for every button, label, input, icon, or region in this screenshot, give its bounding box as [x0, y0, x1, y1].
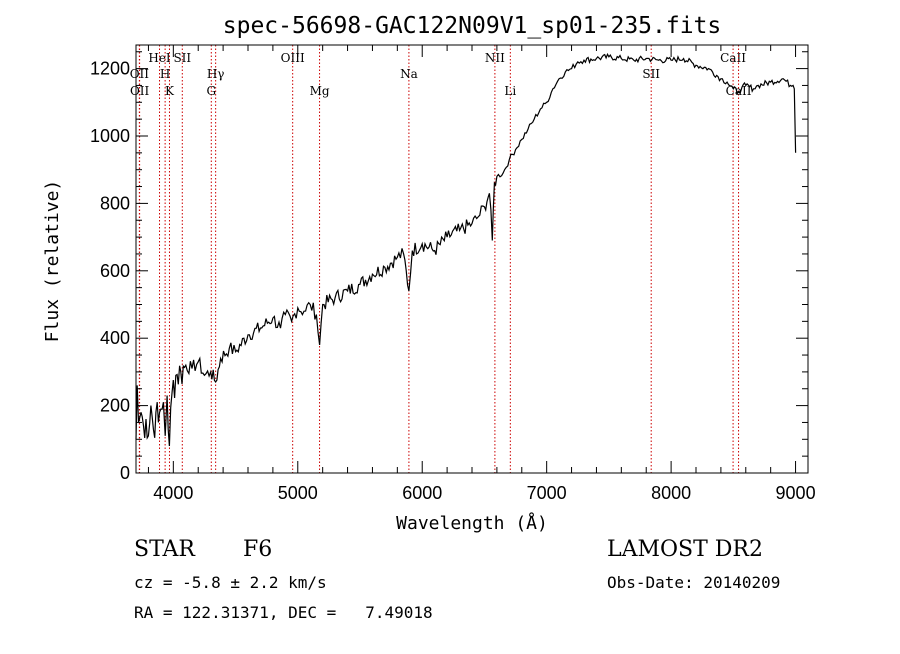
survey-label: LAMOST DR2 [607, 537, 763, 562]
y-axis-label: Flux (relative) [42, 180, 63, 343]
spectral-line-label: Hγ [207, 67, 225, 81]
obs-date-text: Obs-Date: 20140209 [607, 573, 781, 592]
x-tick-label: 8000 [651, 483, 691, 503]
spectral-line-label: CaII [720, 51, 746, 65]
redshift-text: cz = -5.8 ± 2.2 km/s [134, 573, 327, 592]
spectral-line-label: OII [130, 84, 150, 98]
x-tick-label: 6000 [402, 483, 442, 503]
y-tick-label: 400 [100, 328, 130, 348]
spectral-line-label: SII [173, 51, 191, 65]
y-tick-label: 0 [120, 463, 130, 483]
spectral-line-label: K [165, 84, 175, 98]
spectral-line-label: NII [485, 51, 505, 65]
coordinates-text: RA = 122.31371, DEC = 7.49018 [134, 603, 433, 622]
y-tick-label: 600 [100, 261, 130, 281]
x-tick-label: 5000 [278, 483, 318, 503]
y-tick-label: 200 [100, 396, 130, 416]
spectral-line-label: G [206, 84, 216, 98]
spectrum-series-line [135, 52, 797, 447]
x-tick-label: 9000 [776, 483, 816, 503]
spectral-line-label: Li [504, 84, 516, 98]
x-axis-label: Wavelength (Å) [396, 512, 548, 534]
axis-ticks [136, 45, 808, 474]
spectral-line-label: OIII [281, 51, 305, 65]
spectral-line-label: Na [400, 67, 418, 81]
spectral-line-label: HeI [148, 51, 171, 65]
spectral-line-label: Mg [310, 84, 330, 98]
y-tick-label: 800 [100, 193, 130, 213]
y-tick-label: 1200 [90, 59, 130, 79]
x-tick-label: 7000 [527, 483, 567, 503]
object-class-label: STAR [134, 537, 195, 562]
spectral-line-markers: OIIOIIHeIHKSIIHγGOIIIMgNaNIILiSIICaIICaI… [130, 45, 752, 473]
spectral-line-label: SII [642, 67, 660, 81]
chart-title: spec-56698-GAC122N09V1_sp01-235.fits [223, 13, 722, 39]
plot-frame [135, 44, 809, 474]
spectral-line-label: H [160, 67, 170, 81]
object-subclass-label: F6 [243, 537, 273, 562]
x-tick-label: 4000 [153, 483, 193, 503]
y-tick-label: 1000 [90, 126, 130, 146]
axis-tick-labels: 4000 5000 6000 7000 8000 9000 0 200 400 600 800 100… [90, 59, 816, 503]
